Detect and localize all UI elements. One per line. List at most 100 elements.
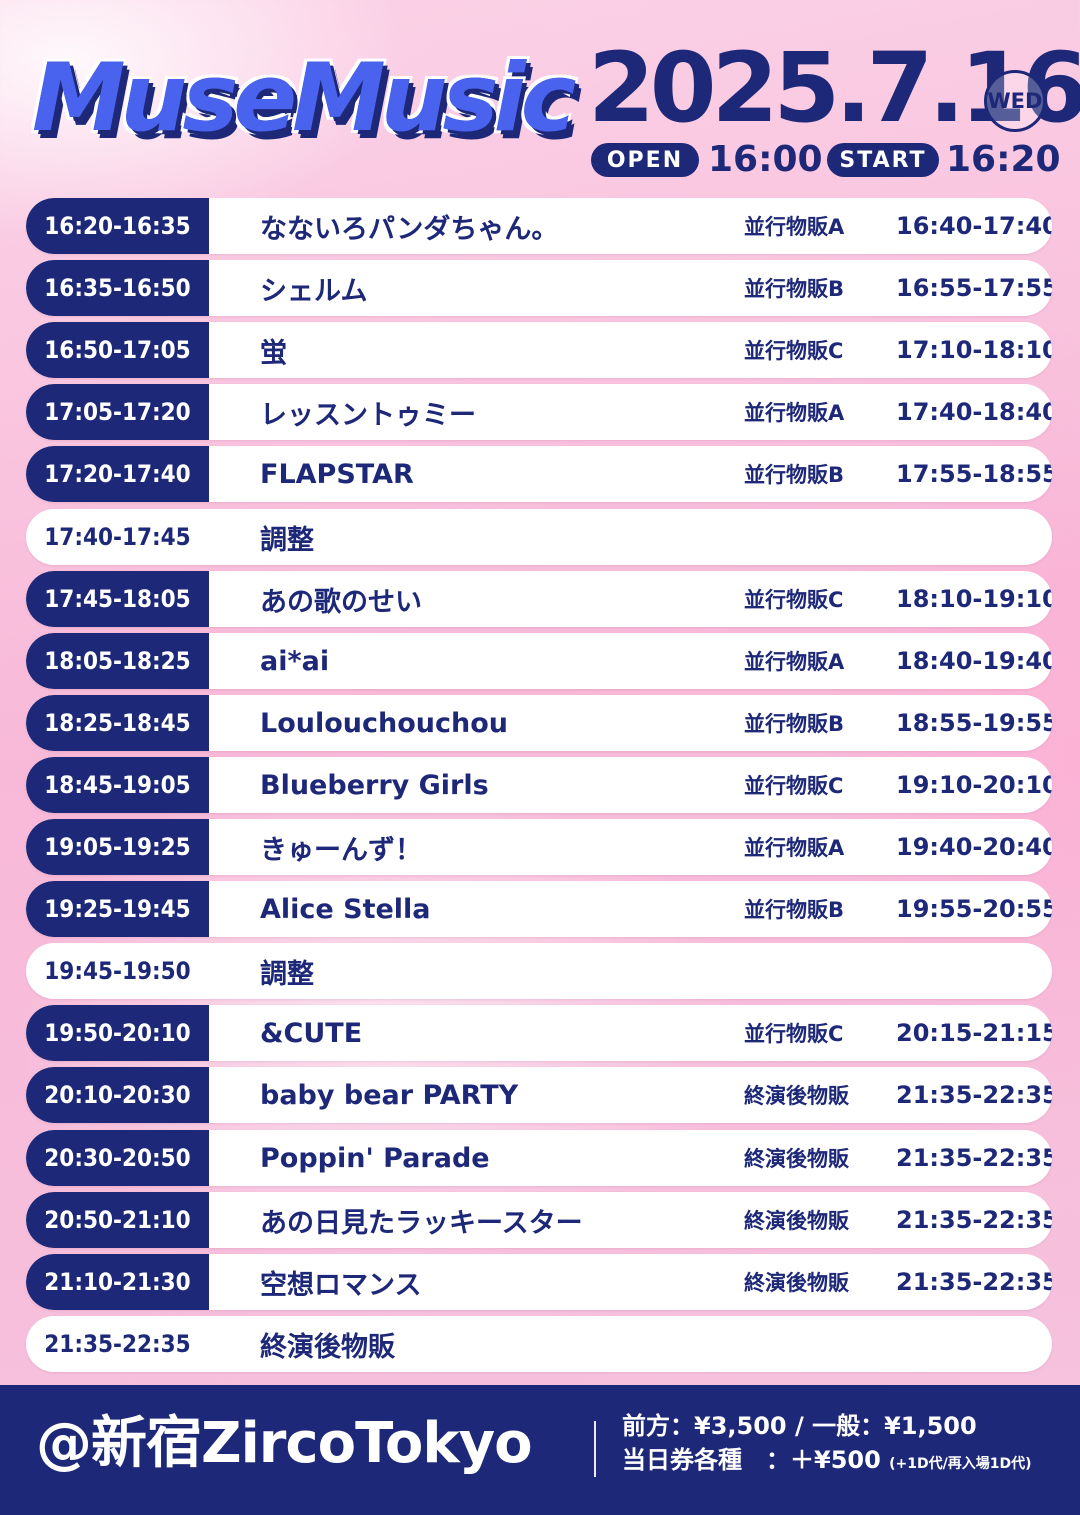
performer-name: Alice Stella [260,893,431,925]
merch-time: 20:15-21:15 [896,1019,1052,1047]
merch-time: 19:55-20:55 [896,895,1052,923]
slot-time: 17:05-17:20 [26,384,209,440]
header: MuseMusic 2025.7.16 WED OPEN 16:00 START… [0,0,1080,196]
performer-name: Poppin' Parade [260,1142,490,1174]
performer-name: Blueberry Girls [260,769,489,801]
performer-name: 空想ロマンス [260,1269,422,1301]
merch-venue: 並行物販A [744,401,845,425]
start-time: 16:20 [946,139,1061,180]
slot-time: 19:05-19:25 [26,819,209,875]
slot-time: 16:50-17:05 [26,322,209,378]
schedule-row: 18:45-19:05 Blueberry Girls 並行物販C 19:10-20:… [26,757,1052,813]
merch-time: 21:35-22:35 [896,1268,1052,1296]
schedule-row: 16:20-16:35 なないろパンダちゃん。 並行物販A 16:40-17:40 [26,198,1052,254]
schedule-row: 19:25-19:45 Alice Stella 並行物販B 19:55-20:55 [26,881,1052,937]
slot-time: 18:25-18:45 [26,695,209,751]
performer-name: 調整 [260,958,314,990]
merch-time: 17:10-18:10 [896,336,1052,364]
slot-time: 20:30-20:50 [26,1130,209,1186]
merch-time: 18:10-19:10 [896,585,1052,613]
slot-time: 17:40-17:45 [44,523,191,551]
slot-time: 21:10-21:30 [26,1254,209,1310]
open-time: 16:00 [708,139,823,180]
start-label: START [827,143,939,177]
ticket-price-door-text: 当日券各種 ：＋¥500 [622,1446,881,1474]
slot-time: 17:20-17:40 [26,446,209,502]
performer-name: きゅーんず！ [260,834,422,866]
merch-venue: 終演後物販 [744,1084,849,1108]
performer-name: なないろパンダちゃん。 [260,213,559,245]
slot-time: 20:10-20:30 [26,1067,209,1123]
merch-time: 16:55-17:55 [896,274,1052,302]
footer: @新宿ZircoTokyo 前方：¥3,500 / 一般：¥1,500 当日券各… [0,1385,1080,1515]
slot-time: 19:50-20:10 [26,1005,209,1061]
slot-time: 20:50-21:10 [26,1192,209,1248]
merch-time: 19:10-20:10 [896,771,1052,799]
merch-time: 21:35-22:35 [896,1144,1052,1172]
slot-time: 18:05-18:25 [26,633,209,689]
schedule-row: 16:35-16:50 シェルム 並行物販B 16:55-17:55 [26,260,1052,316]
schedule-row: 17:05-17:20 レッスントゥミー 並行物販A 17:40-18:40 [26,384,1052,440]
merch-venue: 並行物販B [744,712,845,736]
performer-name: Loulouchouchou [260,707,508,739]
merch-venue: 並行物販C [744,1022,844,1046]
performer-name: あの日見たラッキースター [260,1207,583,1239]
schedule-row: 17:45-18:05 あの歌のせい 並行物販C 18:10-19:10 [26,571,1052,627]
slot-time: 16:20-16:35 [26,198,209,254]
performer-name: 終演後物販 [260,1331,395,1363]
schedule-row: 17:40-17:45 調整 [26,509,1052,565]
performer-name: ai*ai [260,645,330,677]
merch-venue: 並行物販A [744,836,845,860]
ticket-price-note: (+1D代/再入場1D代) [889,1456,1032,1472]
schedule-row: 19:45-19:50 調整 [26,943,1052,999]
schedule-row: 17:20-17:40 FLAPSTAR 並行物販B 17:55-18:55 [26,446,1052,502]
schedule-row: 21:10-21:30 空想ロマンス 終演後物販 21:35-22:35 [26,1254,1052,1310]
merch-venue: 並行物販B [744,277,845,301]
merch-venue: 並行物販C [744,774,844,798]
merch-time: 17:40-18:40 [896,398,1052,426]
slot-time: 19:45-19:50 [44,957,191,985]
footer-divider [594,1421,596,1477]
merch-time: 21:35-22:35 [896,1206,1052,1234]
schedule-row: 16:50-17:05 蛍 並行物販C 17:10-18:10 [26,322,1052,378]
performer-name: &CUTE [260,1017,363,1049]
merch-time: 18:55-19:55 [896,709,1052,737]
performer-name: 調整 [260,524,314,556]
merch-venue: 並行物販A [744,650,845,674]
schedule-row: 20:50-21:10 あの日見たラッキースター 終演後物販 21:35-22:35 [26,1192,1052,1248]
merch-time: 21:35-22:35 [896,1081,1052,1109]
performer-name: あの歌のせい [260,586,422,618]
performer-name: シェルム [260,275,368,307]
merch-venue: 並行物販C [744,339,844,363]
performer-name: 蛍 [260,337,287,369]
event-logo: MuseMusic [32,44,577,153]
schedule-row: 21:35-22:35 終演後物販 [26,1316,1052,1372]
performer-name: FLAPSTAR [260,458,414,490]
venue-location: @新宿ZircoTokyo [36,1411,533,1476]
ticket-price-advance: 前方：¥3,500 / 一般：¥1,500 [622,1412,977,1440]
merch-venue: 並行物販B [744,898,845,922]
merch-time: 19:40-20:40 [896,833,1052,861]
ticket-price-door: 当日券各種 ：＋¥500 (+1D代/再入場1D代) [622,1447,1032,1473]
slot-time: 16:35-16:50 [26,260,209,316]
merch-time: 16:40-17:40 [896,212,1052,240]
merch-venue: 並行物販A [744,215,845,239]
weekday-badge: WED [984,70,1046,132]
merch-time: 18:40-19:40 [896,647,1052,675]
slot-time: 18:45-19:05 [26,757,209,813]
schedule-row: 19:05-19:25 きゅーんず！ 並行物販A 19:40-20:40 [26,819,1052,875]
merch-venue: 並行物販C [744,588,844,612]
merch-venue: 並行物販B [744,463,845,487]
schedule-row: 20:10-20:30 baby bear PARTY 終演後物販 21:35-22:… [26,1067,1052,1123]
slot-time: 21:35-22:35 [44,1330,191,1358]
slot-time: 17:45-18:05 [26,571,209,627]
schedule-row: 20:30-20:50 Poppin' Parade 終演後物販 21:35-22:3… [26,1130,1052,1186]
schedule-row: 19:50-20:10 &CUTE 並行物販C 20:15-21:15 [26,1005,1052,1061]
open-label: OPEN [591,143,699,177]
merch-time: 17:55-18:55 [896,460,1052,488]
merch-venue: 終演後物販 [744,1209,849,1233]
merch-venue: 終演後物販 [744,1147,849,1171]
performer-name: baby bear PARTY [260,1079,519,1111]
schedule-row: 18:25-18:45 Loulouchouchou 並行物販B 18:55-19:5… [26,695,1052,751]
slot-time: 19:25-19:45 [26,881,209,937]
